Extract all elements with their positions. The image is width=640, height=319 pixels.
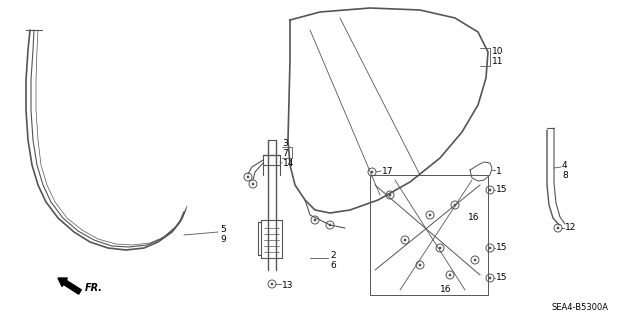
Text: 11: 11: [492, 57, 504, 66]
Text: 3: 3: [282, 138, 288, 147]
Text: 7: 7: [282, 149, 288, 158]
Text: 6: 6: [330, 261, 336, 270]
Text: 8: 8: [562, 170, 568, 180]
Circle shape: [314, 219, 316, 221]
Circle shape: [488, 277, 492, 279]
Text: 17: 17: [382, 167, 394, 175]
Text: 12: 12: [565, 224, 577, 233]
Text: 15: 15: [496, 273, 508, 283]
Text: 4: 4: [562, 160, 568, 169]
Circle shape: [454, 204, 456, 206]
Circle shape: [371, 171, 373, 174]
Circle shape: [488, 247, 492, 249]
Circle shape: [419, 263, 421, 266]
Circle shape: [404, 239, 406, 241]
Circle shape: [557, 226, 559, 229]
Circle shape: [438, 247, 442, 249]
Text: 16: 16: [440, 286, 451, 294]
Text: 13: 13: [282, 280, 294, 290]
Circle shape: [488, 189, 492, 191]
Text: SEA4-B5300A: SEA4-B5300A: [551, 303, 608, 313]
FancyArrow shape: [58, 278, 81, 294]
Circle shape: [388, 194, 392, 197]
Circle shape: [271, 283, 273, 286]
Text: 10: 10: [492, 48, 504, 56]
Text: FR.: FR.: [85, 283, 103, 293]
Text: 9: 9: [220, 235, 226, 244]
Circle shape: [328, 224, 332, 226]
Circle shape: [246, 175, 250, 178]
Text: 2: 2: [330, 250, 335, 259]
Text: 5: 5: [220, 226, 226, 234]
Text: 15: 15: [496, 186, 508, 195]
Circle shape: [449, 274, 451, 276]
Text: 14: 14: [283, 159, 294, 167]
Circle shape: [474, 259, 476, 261]
Circle shape: [252, 182, 255, 185]
Text: 1: 1: [496, 167, 502, 176]
Text: 16: 16: [468, 213, 479, 222]
Circle shape: [429, 214, 431, 216]
Text: 15: 15: [496, 243, 508, 253]
